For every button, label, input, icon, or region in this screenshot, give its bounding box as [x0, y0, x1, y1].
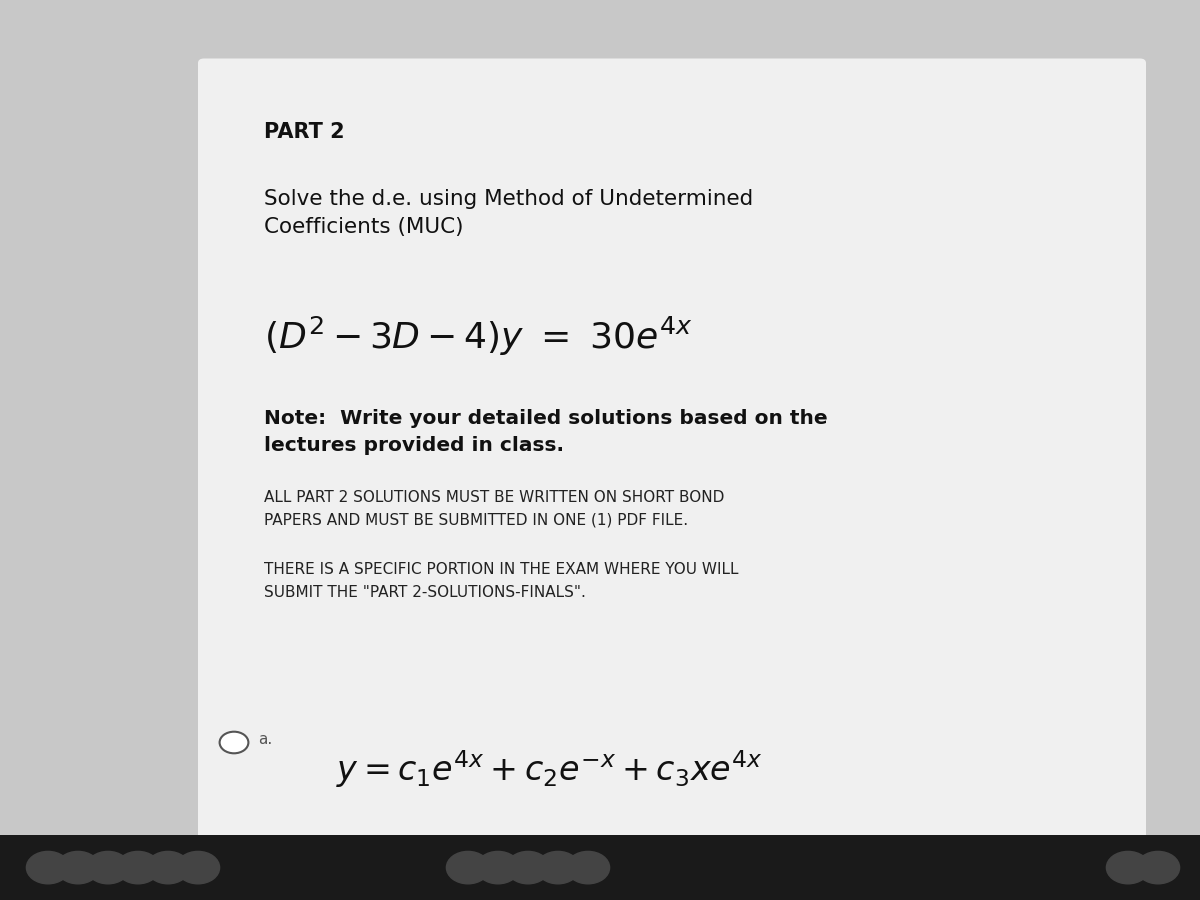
Circle shape	[1106, 851, 1150, 884]
Circle shape	[476, 851, 520, 884]
Circle shape	[1136, 851, 1180, 884]
Circle shape	[146, 851, 190, 884]
Text: THERE IS A SPECIFIC PORTION IN THE EXAM WHERE YOU WILL
SUBMIT THE "PART 2-SOLUTI: THERE IS A SPECIFIC PORTION IN THE EXAM …	[264, 562, 738, 599]
Circle shape	[446, 851, 490, 884]
FancyBboxPatch shape	[198, 58, 1146, 859]
Text: $(D^2 - 3D - 4)y \ = \ 30e^{4x}$: $(D^2 - 3D - 4)y \ = \ 30e^{4x}$	[264, 315, 692, 358]
Text: Note:  Write your detailed solutions based on the
lectures provided in class.: Note: Write your detailed solutions base…	[264, 410, 828, 455]
Text: PART 2: PART 2	[264, 122, 344, 141]
Text: ALL PART 2 SOLUTIONS MUST BE WRITTEN ON SHORT BOND
PAPERS AND MUST BE SUBMITTED : ALL PART 2 SOLUTIONS MUST BE WRITTEN ON …	[264, 491, 725, 527]
Circle shape	[566, 851, 610, 884]
Circle shape	[86, 851, 130, 884]
Circle shape	[536, 851, 580, 884]
Circle shape	[56, 851, 100, 884]
Circle shape	[506, 851, 550, 884]
Circle shape	[116, 851, 160, 884]
Circle shape	[26, 851, 70, 884]
Bar	[0, 835, 1200, 900]
Text: Solve the d.e. using Method of Undetermined
Coefficients (MUC): Solve the d.e. using Method of Undetermi…	[264, 189, 754, 237]
Text: a.: a.	[258, 733, 272, 747]
Circle shape	[220, 732, 248, 753]
Circle shape	[176, 851, 220, 884]
Text: $y = c_1e^{4x} + c_2e^{-x} + c_3xe^{4x}$: $y = c_1e^{4x} + c_2e^{-x} + c_3xe^{4x}$	[336, 749, 763, 790]
